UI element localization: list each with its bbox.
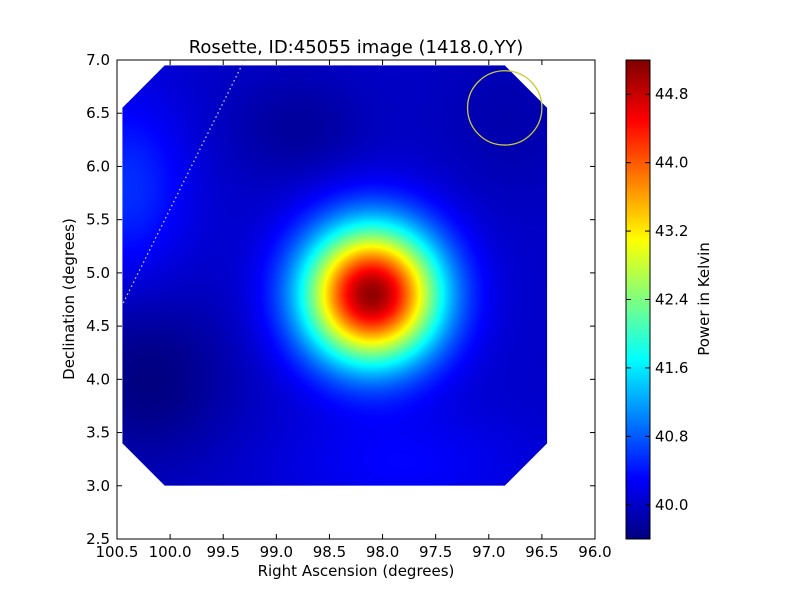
x-tick-label: 97.5 [419, 543, 452, 561]
y-tick-label: 5.0 [86, 264, 110, 282]
dotted-line [121, 59, 246, 306]
y-tick-label: 3.5 [86, 424, 110, 442]
colorbar-ticks: 40.0 40.8 41.6 42.4 43.2 44.0 44.8 [626, 85, 688, 514]
x-tick-label: 96.0 [578, 543, 611, 561]
y-tick-label: 4.5 [86, 317, 110, 335]
colorbar-tick-label: 42.4 [655, 291, 688, 309]
x-tick-label: 99.0 [260, 543, 293, 561]
y-axis-label: Declination (degrees) [60, 218, 78, 380]
x-tick-label: 96.5 [525, 543, 558, 561]
colorbar-tick-label: 44.8 [655, 85, 688, 103]
x-tick-label: 100.0 [149, 543, 192, 561]
colorbar: 40.0 40.8 41.6 42.4 43.2 44.0 44.8 [625, 59, 688, 540]
y-tick-label: 4.0 [86, 370, 110, 388]
y-tick-label: 6.5 [86, 104, 110, 122]
colorbar-tick-label: 40.8 [655, 427, 688, 445]
x-tick-label: 98.0 [366, 543, 399, 561]
colorbar-label: Power in Kelvin [695, 242, 713, 356]
y-tick-label: 2.5 [86, 530, 110, 548]
x-tick-label: 99.5 [207, 543, 240, 561]
y-tick-label: 3.0 [86, 477, 110, 495]
colorbar-tick-label: 44.0 [655, 154, 688, 172]
x-axis-label: Right Ascension (degrees) [258, 562, 455, 580]
plot-area: 100.5 100.0 99.5 99.0 98.5 98.0 97.5 97.0 96.5 96… [86, 51, 612, 561]
colorbar-tick-label: 43.2 [655, 222, 688, 240]
x-tick-label: 97.0 [472, 543, 505, 561]
heatmap-image [122, 65, 548, 486]
y-ticks: 2.5 3.0 3.5 4.0 4.5 5.0 5.5 6.0 6.5 7.0 [86, 51, 595, 548]
colorbar-tick-label: 40.0 [655, 496, 688, 514]
x-tick-label: 98.5 [313, 543, 346, 561]
y-tick-label: 6.0 [86, 157, 110, 175]
x-tick-label: 100.5 [96, 543, 139, 561]
colorbar-tick-label: 41.6 [655, 359, 688, 377]
y-tick-label: 5.5 [86, 211, 110, 229]
plot-frame [116, 59, 596, 540]
chart-title: Rosette, ID:45055 image (1418.0,YY) [189, 37, 524, 58]
beam-circle [466, 70, 543, 146]
x-ticks: 100.5 100.0 99.5 99.0 98.5 98.0 97.5 97.0 96.5 96… [96, 60, 612, 561]
y-tick-label: 7.0 [86, 51, 110, 69]
